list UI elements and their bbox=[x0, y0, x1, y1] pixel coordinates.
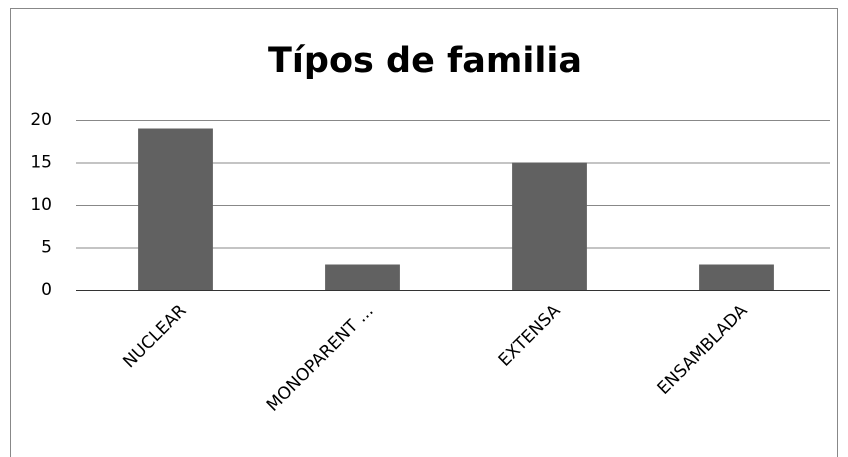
x-tick-label: MONOPARENT ... bbox=[263, 301, 378, 416]
y-tick-label: 15 bbox=[30, 153, 52, 173]
bar bbox=[699, 264, 774, 290]
x-tick-label: NUCLEAR bbox=[119, 301, 190, 372]
y-tick-label: 5 bbox=[41, 238, 52, 258]
chart-frame bbox=[10, 8, 838, 457]
y-tick-label: 10 bbox=[30, 195, 52, 215]
y-tick-label: 20 bbox=[30, 110, 52, 130]
y-tick-label: 0 bbox=[41, 280, 52, 300]
x-tick-label: ENSAMBLADA bbox=[654, 301, 752, 399]
chart-title: Típos de familia bbox=[268, 41, 582, 81]
bar bbox=[138, 128, 213, 290]
bar bbox=[512, 162, 587, 290]
bar bbox=[325, 264, 400, 290]
x-tick-label: EXTENSA bbox=[495, 301, 565, 371]
